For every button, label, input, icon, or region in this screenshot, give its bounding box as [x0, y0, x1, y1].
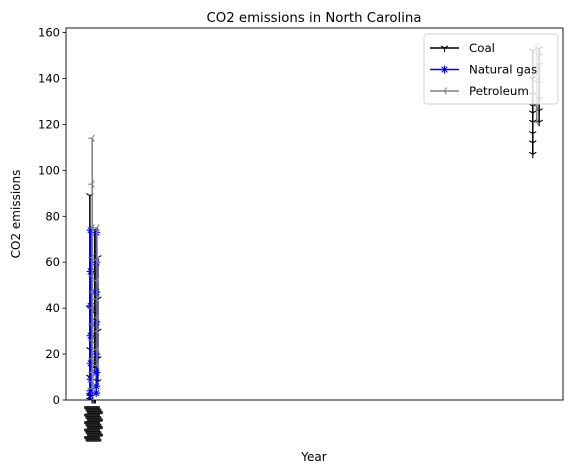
data-point — [88, 320, 95, 328]
y-tick-label: 80 — [45, 209, 60, 223]
data-point — [88, 377, 95, 386]
data-point — [86, 301, 95, 311]
legend-item: Coal — [430, 41, 495, 55]
data-point — [92, 317, 101, 327]
data-point — [86, 359, 95, 368]
legend-label: Coal — [469, 41, 495, 55]
data-point — [92, 368, 101, 377]
legend-marker — [440, 45, 449, 53]
data-point — [529, 140, 537, 147]
x-axis-label: Year — [300, 450, 326, 464]
legend-item: Petroleum — [430, 84, 529, 98]
legend: Coal Natural gas Petroleum — [423, 33, 559, 105]
data-point — [529, 131, 537, 138]
data-point — [88, 224, 95, 232]
y-tick-label: 40 — [45, 301, 60, 315]
legend-marker — [440, 87, 447, 95]
data-point — [529, 151, 537, 159]
y-tick-label: 160 — [38, 26, 60, 40]
series-natural-gas — [86, 225, 101, 400]
legend-marker — [440, 65, 449, 74]
legend-label: Natural gas — [469, 63, 537, 77]
data-point — [92, 295, 100, 303]
data-point — [532, 118, 540, 126]
data-point — [92, 287, 101, 297]
y-tick-label: 100 — [38, 163, 60, 177]
x-axis — [84, 400, 103, 442]
data-point — [92, 228, 101, 237]
data-point — [92, 361, 100, 370]
data-point — [92, 256, 100, 264]
data-point — [86, 375, 95, 384]
data-point — [88, 368, 95, 377]
data-point — [88, 304, 95, 312]
chart-title: CO2 emissions in North Carolina — [206, 11, 421, 26]
legend-frame — [423, 33, 559, 105]
data-point — [86, 386, 95, 395]
data-point — [92, 258, 101, 267]
data-point — [86, 225, 95, 235]
data-point — [92, 327, 100, 335]
plot-area — [65, 27, 564, 401]
data-point — [88, 180, 95, 188]
data-point — [88, 354, 95, 363]
y-tick-label: 140 — [38, 72, 60, 86]
data-point — [92, 276, 100, 285]
data-point — [88, 336, 95, 344]
y-tick-label: 0 — [53, 393, 60, 407]
data-point — [92, 349, 101, 359]
data-point — [92, 388, 101, 398]
data-point — [92, 345, 100, 354]
y-tick-label: 60 — [45, 255, 60, 269]
y-tick-label: 120 — [38, 117, 60, 131]
data-point — [529, 110, 537, 118]
data-point — [88, 134, 95, 142]
data-point — [86, 267, 95, 276]
y-axis-label: CO2 emissions — [9, 170, 23, 259]
data-point — [92, 382, 101, 391]
data-point — [86, 331, 95, 340]
legend-label: Petroleum — [469, 84, 529, 98]
legend-item: Natural gas — [430, 63, 537, 77]
data-point — [88, 384, 95, 393]
data-point — [86, 391, 95, 400]
y-axis: 0 20 40 60 80 100 120 140 160 — [38, 26, 66, 407]
data-point — [92, 224, 100, 232]
data-point — [88, 288, 95, 296]
data-point — [92, 313, 100, 322]
series-layer — [86, 42, 543, 400]
y-tick-label: 20 — [45, 347, 60, 361]
data-point — [88, 272, 95, 280]
x-tick-labels-overlap — [84, 406, 103, 442]
